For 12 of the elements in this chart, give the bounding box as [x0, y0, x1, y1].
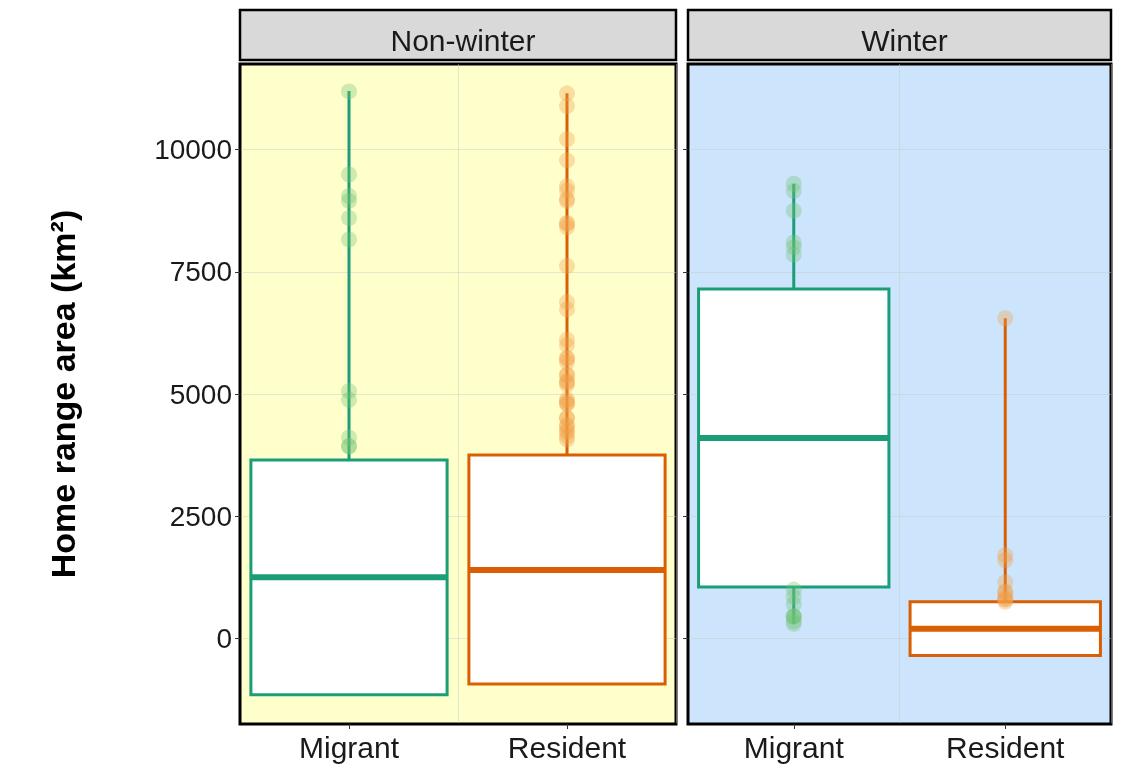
- y-tick-label: 2500: [169, 500, 232, 532]
- y-axis-title: Home range area (km²): [44, 209, 82, 579]
- y-tick-label: 0: [216, 622, 232, 654]
- y-tick-label: 5000: [169, 378, 232, 410]
- y-tick-label: 7500: [169, 256, 232, 288]
- chart-title: Non-winter: [390, 23, 536, 57]
- x-tick-label: Resident: [507, 730, 627, 764]
- chart-title: Winter: [861, 23, 948, 57]
- x-tick-label: Resident: [946, 730, 1066, 764]
- x-tick-label: Migrant: [298, 730, 400, 764]
- x-tick-label: Migrant: [743, 730, 845, 764]
- y-tick-label: 10000: [154, 134, 232, 166]
